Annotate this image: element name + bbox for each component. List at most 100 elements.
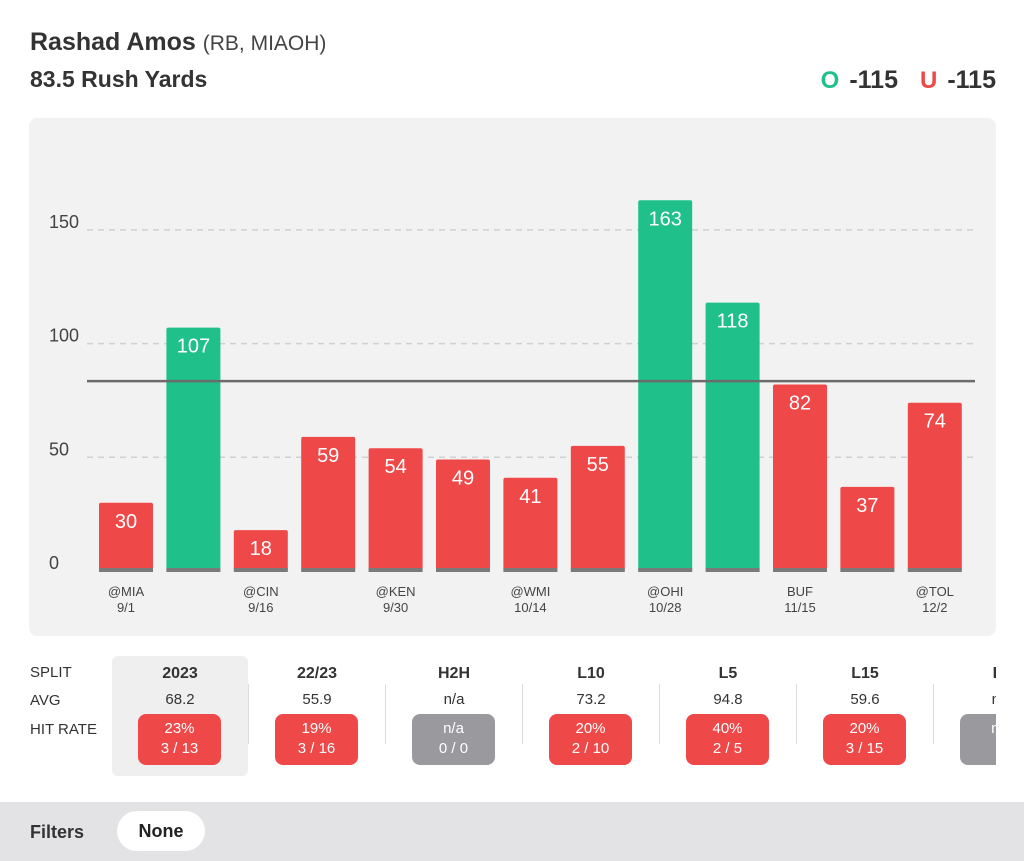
- bar: [301, 436, 356, 571]
- filters-none-button[interactable]: None: [117, 811, 205, 851]
- y-tick-label: 150: [49, 212, 79, 232]
- bar: [99, 502, 153, 571]
- hit-rate-pct: 40%: [712, 720, 743, 737]
- split-name: L15: [851, 665, 879, 682]
- hit-rate-badge: 19% 3 / 16: [275, 714, 358, 765]
- hit-rate-count: 0 / 0: [438, 740, 469, 757]
- bar-value-label: 118: [717, 311, 749, 333]
- split-avg: n/a: [991, 691, 996, 708]
- x-tick-opponent: @KEN: [376, 584, 416, 599]
- column-divider: [248, 684, 249, 744]
- column-divider: [659, 684, 660, 744]
- bar-value-label: 30: [115, 511, 137, 533]
- bar-value-label: 74: [924, 411, 946, 433]
- split-avg: 59.6: [850, 691, 880, 708]
- x-tick-opponent: BUF: [787, 584, 813, 599]
- hit-rate-badge: n/a 0 / 0: [412, 714, 495, 765]
- bar-value-label: 82: [789, 393, 811, 415]
- bar: [907, 402, 962, 571]
- bar: [773, 384, 827, 571]
- bar: [368, 448, 423, 571]
- prop-line-label: 83.5 Rush Yards: [30, 66, 208, 92]
- bar-baseline: [301, 568, 356, 572]
- bar-value-label: 54: [384, 456, 406, 478]
- bar-value-label: 41: [519, 486, 541, 508]
- split-avg: 73.2: [576, 691, 606, 708]
- bar: [166, 327, 221, 571]
- bar-baseline: [570, 568, 625, 572]
- bar: [705, 302, 760, 571]
- column-divider: [796, 684, 797, 744]
- x-tick-opponent: @MIA: [108, 584, 145, 599]
- hit-rate-count: 3 / 16: [297, 740, 336, 757]
- column-divider: [933, 684, 934, 744]
- hit-rate-pct: 20%: [849, 720, 880, 737]
- hit-rate-badge: 40% 2 / 5: [686, 714, 769, 765]
- hit-rate-badge: n/a: [960, 714, 996, 765]
- hit-rate-count: 2 / 10: [571, 740, 610, 757]
- split-column-l15[interactable]: L15 59.6 20% 3 / 15: [796, 656, 933, 776]
- x-tick-date: 10/14: [514, 600, 547, 615]
- splits-table: SPLIT AVG HIT RATE 2023 68.2 23% 3 / 13 22/2…: [0, 656, 996, 780]
- bar: [233, 530, 288, 571]
- bar-baseline: [773, 568, 827, 572]
- player-meta: (RB, MIAOH): [202, 32, 327, 55]
- x-tick-opponent: @OHI: [647, 584, 683, 599]
- y-tick-label: 100: [49, 326, 79, 346]
- split-avg: n/a: [443, 691, 465, 708]
- split-column-22-23[interactable]: 22/23 55.9 19% 3 / 16: [248, 656, 385, 776]
- game-log-chart: 0 50 100 150 30 107 18 59 54 49 41 55 163 118 82 37 74 @M…: [29, 118, 996, 636]
- x-tick-date: 9/16: [248, 600, 273, 615]
- split-column-l10[interactable]: L10 73.2 20% 2 / 10: [522, 656, 659, 776]
- hit-rate-row-label: HIT RATE: [30, 721, 97, 738]
- split-name: L5: [718, 665, 738, 682]
- bar-value-label: 163: [649, 208, 682, 230]
- bar-baseline: [368, 568, 423, 572]
- x-tick-date: 10/28: [649, 600, 682, 615]
- bar-baseline: [907, 568, 962, 572]
- x-tick-date: 11/15: [784, 600, 816, 615]
- hit-rate-count: 3 / 13: [160, 740, 199, 757]
- bar-baseline: [638, 568, 693, 572]
- hit-rate-badge: 23% 3 / 13: [138, 714, 221, 765]
- x-tick-opponent: @CIN: [243, 584, 279, 599]
- hit-rate-pct: 20%: [575, 720, 606, 737]
- under-icon: U: [919, 66, 938, 94]
- y-tick-label: 0: [49, 553, 59, 573]
- split-name: H2H: [437, 665, 470, 682]
- bar: [436, 459, 490, 571]
- filters-label: Filters: [30, 822, 85, 842]
- bar-baseline: [705, 568, 760, 572]
- x-tick-date: 9/1: [117, 600, 135, 615]
- split-column-h2h[interactable]: H2H n/a n/a 0 / 0: [385, 656, 522, 776]
- split-avg: 55.9: [302, 691, 332, 708]
- split-name: L10: [577, 665, 605, 682]
- bar-value-label: 107: [177, 336, 210, 358]
- bar: [638, 200, 693, 571]
- hit-rate-pct: n/a: [991, 720, 996, 737]
- split-column-l3[interactable]: L3 n/a n/a: [933, 656, 996, 776]
- bar-value-label: 37: [856, 495, 878, 517]
- bar-baseline: [166, 568, 221, 572]
- avg-row-label: AVG: [30, 692, 61, 709]
- bar-value-label: 59: [317, 445, 339, 467]
- filters-bar: Filters None: [0, 802, 1024, 861]
- hit-rate-count: 3 / 15: [845, 740, 884, 757]
- x-tick-opponent: @WMI: [510, 584, 550, 599]
- bar-baseline: [233, 568, 288, 572]
- split-column-2023[interactable]: 2023 68.2 23% 3 / 13: [112, 656, 248, 776]
- under-price-button[interactable]: -115: [947, 66, 996, 94]
- y-tick-label: 50: [49, 439, 69, 459]
- bar-value-label: 55: [587, 454, 609, 476]
- bar: [503, 477, 558, 571]
- bar-value-label: 18: [250, 538, 272, 560]
- over-price-button[interactable]: -115: [849, 66, 898, 94]
- player-title: Rashad Amos (RB, MIAOH): [30, 28, 996, 57]
- split-column-l5[interactable]: L5 94.8 40% 2 / 5: [659, 656, 796, 776]
- bar: [570, 445, 625, 571]
- x-tick-opponent: @TOL: [916, 584, 954, 599]
- column-divider: [385, 684, 386, 744]
- split-name: L3: [934, 665, 996, 683]
- odds-group: O -115 U -115: [821, 66, 996, 95]
- split-avg: 94.8: [713, 691, 743, 708]
